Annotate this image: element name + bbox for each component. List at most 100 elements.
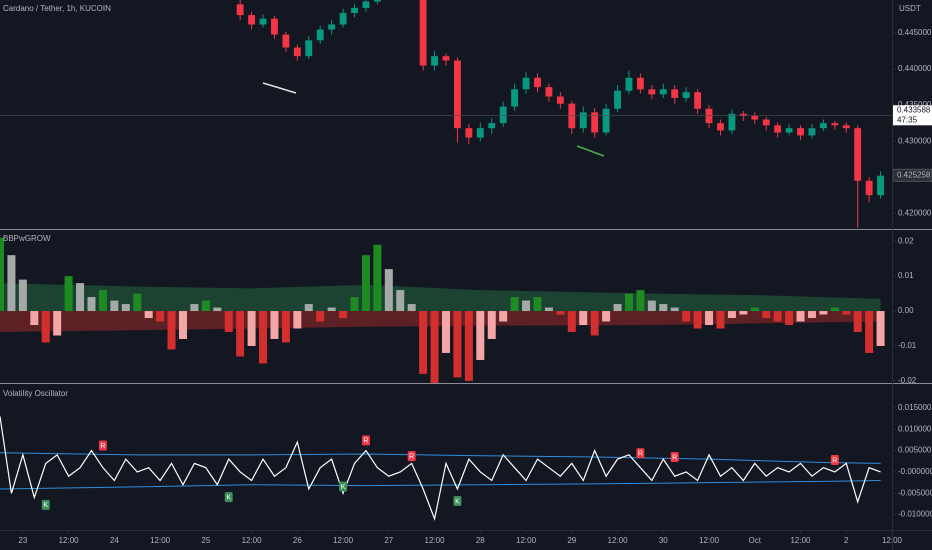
histogram-bar bbox=[830, 307, 839, 312]
candle-body bbox=[819, 123, 827, 129]
x-tick-label: 12:00 bbox=[333, 536, 354, 545]
price-label: 0.433588 bbox=[897, 105, 931, 114]
signal-label: R bbox=[832, 457, 837, 464]
histogram-bar bbox=[579, 311, 588, 326]
candle-body bbox=[865, 180, 873, 196]
histogram-bar bbox=[590, 311, 599, 336]
histogram-bar bbox=[167, 311, 176, 350]
y-tick-label: -0.005000 bbox=[898, 488, 932, 497]
histogram-bar bbox=[807, 311, 816, 319]
x-tick-label: 26 bbox=[293, 536, 302, 545]
histogram-bar bbox=[281, 311, 290, 343]
candle-body bbox=[316, 29, 324, 41]
histogram-bar bbox=[384, 269, 393, 312]
histogram-bar bbox=[739, 311, 748, 315]
candle-body bbox=[373, 0, 381, 2]
candle-body bbox=[842, 125, 850, 129]
candle-body bbox=[877, 175, 884, 196]
countdown-label: 47:35 bbox=[897, 115, 918, 124]
histogram-bar bbox=[785, 311, 794, 326]
x-tick-label: 12:00 bbox=[608, 536, 629, 545]
histogram-bar bbox=[224, 311, 233, 332]
candle-body bbox=[694, 92, 702, 109]
x-tick-label: 23 bbox=[18, 536, 27, 545]
histogram-bar bbox=[522, 300, 531, 312]
x-tick-label: 12:00 bbox=[150, 536, 171, 545]
candle-body bbox=[705, 108, 713, 124]
candle-body bbox=[431, 56, 438, 66]
histogram-bar bbox=[178, 311, 187, 339]
candle-body bbox=[522, 77, 530, 90]
candle-body bbox=[282, 34, 290, 48]
y-tick-label: 0.440000 bbox=[898, 64, 932, 73]
candle-body bbox=[659, 89, 667, 95]
histogram-bar bbox=[659, 304, 668, 312]
histogram-bar bbox=[293, 311, 302, 329]
candle-body bbox=[259, 18, 267, 25]
candle-body bbox=[614, 90, 621, 109]
candle-body bbox=[625, 77, 633, 91]
candle-body bbox=[271, 18, 278, 35]
candle-body bbox=[717, 123, 724, 131]
candle-body bbox=[568, 103, 576, 129]
histogram-bar bbox=[796, 311, 805, 322]
x-tick-label: 29 bbox=[567, 536, 576, 545]
histogram-bar bbox=[156, 311, 165, 322]
histogram-bar bbox=[64, 276, 73, 312]
chart-title: Cardano / Tether, 1h, KUCOIN bbox=[3, 4, 111, 13]
histogram-bar bbox=[727, 311, 736, 319]
candle-body bbox=[751, 115, 759, 120]
histogram-bar bbox=[556, 311, 565, 315]
histogram-bar bbox=[533, 297, 542, 312]
histogram-bar bbox=[373, 244, 382, 312]
histogram-bar bbox=[441, 311, 451, 353]
histogram-bar bbox=[98, 290, 107, 312]
histogram-bar bbox=[773, 311, 782, 322]
histogram-bar bbox=[464, 311, 473, 381]
histogram-bar bbox=[419, 311, 428, 374]
signal-label: K bbox=[226, 494, 231, 501]
y-tick-label: 0.445000 bbox=[898, 28, 932, 37]
price-pane bbox=[0, 0, 892, 228]
histogram-bar bbox=[407, 304, 416, 312]
signal-box bbox=[41, 499, 50, 510]
histogram-bar bbox=[865, 311, 874, 353]
histogram-bar bbox=[41, 311, 50, 343]
histogram-bar bbox=[121, 304, 130, 312]
x-tick-label: 12:00 bbox=[242, 536, 263, 545]
signal-box bbox=[98, 440, 107, 451]
histogram-bar bbox=[270, 311, 279, 339]
candle-body bbox=[728, 113, 736, 131]
signal-box bbox=[636, 448, 645, 459]
histogram-bar bbox=[110, 300, 119, 312]
divergence-line bbox=[262, 82, 297, 94]
candle-body bbox=[499, 106, 507, 124]
histogram-bar bbox=[762, 311, 771, 319]
histogram-bar bbox=[819, 311, 828, 315]
y-tick-label: 0.010000 bbox=[898, 424, 932, 433]
x-tick-label: 12:00 bbox=[425, 536, 446, 545]
y-tick-label: -0.000000 bbox=[898, 467, 932, 476]
candle-body bbox=[545, 87, 553, 97]
y-tick-label: -0.010000 bbox=[898, 510, 932, 519]
candle-body bbox=[511, 89, 519, 107]
signal-label: R bbox=[409, 453, 414, 460]
histogram-bar bbox=[7, 255, 16, 312]
lower-band bbox=[0, 479, 881, 490]
candle-body bbox=[442, 56, 450, 61]
histogram-bar bbox=[693, 311, 702, 329]
price-label-box bbox=[893, 105, 932, 126]
candle-body bbox=[305, 40, 313, 57]
lower-band bbox=[0, 311, 881, 332]
x-tick-label: 24 bbox=[110, 536, 119, 545]
histogram-bar bbox=[487, 311, 496, 339]
histogram-bar bbox=[361, 255, 370, 312]
y-tick-label: 0.005000 bbox=[898, 446, 932, 455]
histogram-bar bbox=[510, 297, 519, 312]
y-tick-label: 0.01 bbox=[898, 271, 914, 280]
histogram-bar bbox=[636, 290, 645, 312]
histogram-bar bbox=[750, 307, 759, 312]
candle-body bbox=[328, 24, 336, 30]
volatility-pane: R R R R R R K K K K bbox=[0, 416, 881, 522]
